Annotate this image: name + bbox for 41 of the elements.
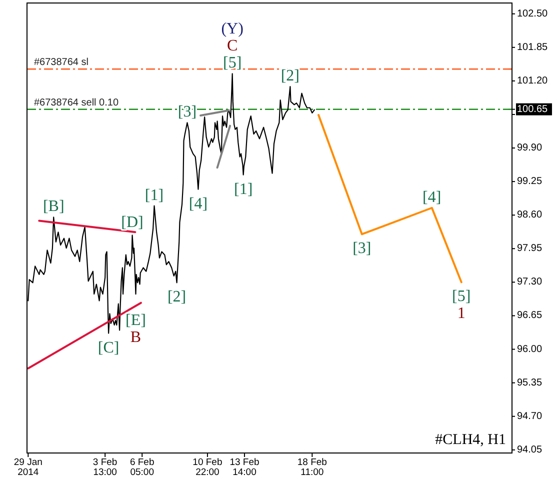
y-tick-label: 94.70 <box>517 410 542 422</box>
annotation: [4] <box>188 194 208 212</box>
line-series <box>318 114 462 284</box>
annotation: #CLH4, H1 <box>435 432 506 448</box>
annotation: C <box>227 37 238 54</box>
annotation: [3] <box>352 240 372 257</box>
annotation: (Y) <box>221 20 244 38</box>
y-tick-label: 96.00 <box>517 344 542 355</box>
x-tick-label: 18 Feb 11:00 <box>297 457 327 478</box>
x-tick-label: 3 Feb 13:00 <box>92 457 118 478</box>
annotation: [4] <box>422 188 442 206</box>
annotation: B <box>130 328 142 346</box>
ref-line-label: #6738764 sell 0.10 <box>34 97 119 108</box>
annotation: [E] <box>126 312 146 329</box>
y-tick-label: 101.85 <box>517 42 548 53</box>
annotation: [1] <box>234 180 253 198</box>
annotation: [2] <box>280 67 300 84</box>
annotation: [5] <box>452 288 471 305</box>
y-tick-label: 100.65 <box>517 104 548 115</box>
x-tick-label: 13 Feb 14:00 <box>230 457 260 478</box>
y-tick-label: 97.30 <box>517 276 542 288</box>
annotation: [1] <box>144 186 164 204</box>
x-tick-label: 6 Feb 05:00 <box>130 457 154 478</box>
annotation: [2] <box>167 288 186 306</box>
y-tick-label: 97.95 <box>517 243 542 254</box>
y-tick-label: 99.90 <box>517 142 542 154</box>
y-tick-label: 101.20 <box>517 75 548 86</box>
annotation: [B] <box>42 198 64 215</box>
annotation: [C] <box>98 338 120 356</box>
annotation: [5] <box>223 54 242 72</box>
annotation: 1 <box>457 304 466 322</box>
annotation: [D] <box>121 214 144 231</box>
y-tick-label: 102.50 <box>517 8 548 20</box>
y-tick-label: 98.60 <box>517 210 542 221</box>
y-tick-label: 94.05 <box>517 444 542 456</box>
ref-line-label: #6738764 sl <box>34 57 88 68</box>
x-tick-label: 10 Feb 22:00 <box>192 457 222 478</box>
y-tick-label: 99.25 <box>517 176 542 188</box>
y-tick-label: 95.35 <box>517 377 542 388</box>
y-tick-label: 96.65 <box>517 310 542 322</box>
x-tick-label: 29 Jan 2014 <box>14 457 42 478</box>
